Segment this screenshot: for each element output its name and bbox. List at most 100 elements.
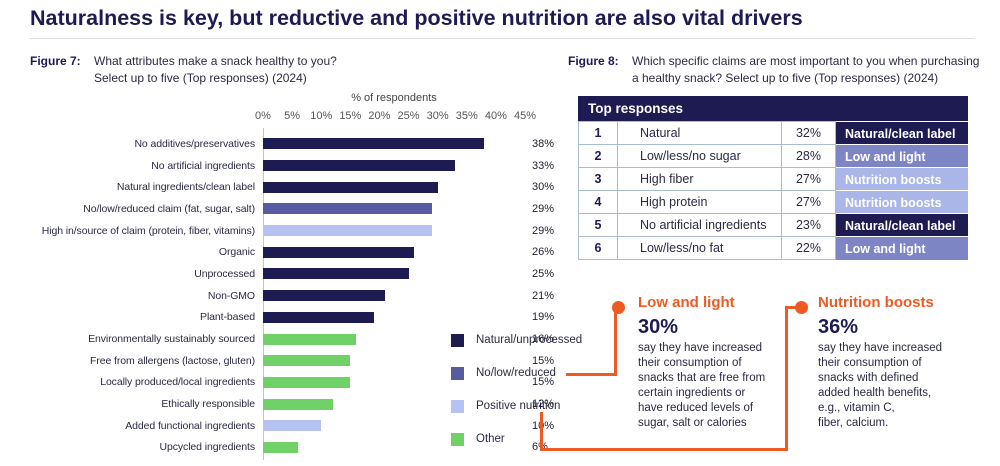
- claims-table: Top responses 1 Natural 32% Natural/clean l…: [578, 96, 968, 260]
- bar-row: No artificial ingredients 33%: [8, 155, 554, 177]
- bar-row: Unprocessed 25%: [8, 263, 554, 285]
- table-row: 5 No artificial ingredients 23% Natural/cle…: [578, 213, 968, 237]
- percent-cell: 27%: [781, 190, 836, 214]
- callout-nutrition-boosts-stat: 36%: [818, 316, 859, 338]
- bar-row: No additives/preservatives 38%: [8, 133, 554, 155]
- bar-category-label: No artificial ingredients: [151, 159, 255, 172]
- legend-swatch-icon: [451, 432, 464, 446]
- bar-row: Environmentally sustainably sourced 16%: [8, 328, 554, 350]
- claim-cell: High fiber: [617, 167, 782, 191]
- bar-category-label: Free from allergens (lactose, gluten): [90, 354, 255, 367]
- bar-value-label: 29%: [532, 224, 555, 237]
- boosts-bullet-icon: [795, 301, 808, 314]
- legend-swatch-icon: [451, 399, 464, 413]
- legend-item-reduced: No/low/reduced: [451, 366, 582, 380]
- x-tick-label: 40%: [484, 110, 507, 122]
- rank-cell: 6: [578, 236, 618, 260]
- x-tick-label: 10%: [310, 110, 333, 122]
- claim-cell: No artificial ingredients: [617, 213, 782, 237]
- callout-low-and-light-title: Low and light: [638, 294, 735, 311]
- callout-nutrition-boosts-title: Nutrition boosts: [818, 294, 934, 311]
- x-tick-label: 15%: [339, 110, 362, 122]
- bar-natural: [263, 246, 415, 258]
- table-row: 2 Low/less/no sugar 28% Low and light: [578, 144, 968, 168]
- legend-item-natural: Natural/unprocessed: [451, 333, 582, 347]
- bar-value-label: 29%: [532, 202, 555, 215]
- claim-cell: Low/less/no fat: [617, 236, 782, 260]
- bar-category-label: Natural ingredients/clean label: [116, 181, 255, 194]
- bar-other: [263, 441, 298, 453]
- connector-boosts-vertical: [785, 306, 788, 451]
- callout-low-and-light: Low and light 30% say they have increase…: [638, 294, 790, 431]
- connector-lowlight-horizontal: [566, 373, 616, 376]
- claim-cell: Natural: [617, 121, 782, 145]
- category-tag: Nutrition boosts: [836, 190, 968, 214]
- bar-row: High in/source of claim (protein, fiber,…: [8, 220, 554, 242]
- bar-category-label: No/low/reduced claim (fat, sugar, salt): [83, 202, 255, 215]
- callout-low-and-light-body: say they have increased their consumptio…: [638, 342, 766, 429]
- bar-value-label: 33%: [532, 159, 555, 172]
- figure8-caption-line1: Which specific claims are most important…: [632, 54, 980, 68]
- bar-chart: No additives/preservatives 38% No artifici…: [8, 133, 554, 458]
- callout-nutrition-boosts-body: say they have increased their consumptio…: [818, 342, 943, 429]
- claim-cell: High protein: [617, 190, 782, 214]
- bar-category-label: Organic: [218, 246, 255, 259]
- bar-category-label: Locally produced/local ingredients: [100, 376, 255, 389]
- bar-row: No/low/reduced claim (fat, sugar, salt) 2…: [8, 198, 554, 220]
- callout-nutrition-boosts: Nutrition boosts 36% say they have incre…: [818, 294, 978, 431]
- figure7-caption-line2: Select up to five (Top responses) (2024): [94, 70, 307, 85]
- rank-cell: 2: [578, 144, 618, 168]
- bar-positive: [263, 225, 432, 237]
- table-row: 4 High protein 27% Nutrition boosts: [578, 190, 968, 214]
- connector-lowlight-vertical: [614, 306, 617, 376]
- x-tick-label: 25%: [397, 110, 420, 122]
- bar-value-label: 15%: [532, 376, 555, 389]
- bar-category-label: High in/source of claim (protein, fiber,…: [41, 224, 255, 237]
- percent-cell: 27%: [781, 167, 836, 191]
- figure8-caption: Figure 8: Which specific claims are most…: [568, 53, 979, 87]
- title-divider: [30, 38, 975, 39]
- page-title: Naturalness is key, but reductive and po…: [30, 6, 803, 30]
- chart-legend: Natural/unprocessed No/low/reduced Positiv…: [451, 333, 582, 465]
- bar-value-label: 10%: [532, 419, 555, 432]
- claim-cell: Low/less/no sugar: [617, 144, 782, 168]
- percent-cell: 23%: [781, 213, 836, 237]
- bar-row: Natural ingredients/clean label 30%: [8, 176, 554, 198]
- x-tick-label: 35%: [455, 110, 478, 122]
- figure7-label: Figure 7:: [30, 54, 81, 68]
- legend-label: No/low/reduced: [476, 367, 556, 379]
- bar-row: Ethically responsible 12%: [8, 393, 554, 415]
- table-body: 1 Natural 32% Natural/clean label 2 Low/less/…: [578, 121, 968, 260]
- bar-natural: [263, 160, 456, 172]
- bar-value-label: 16%: [532, 333, 555, 346]
- category-tag: Nutrition boosts: [836, 167, 968, 191]
- bar-value-label: 19%: [532, 311, 555, 324]
- bar-row: Organic 26%: [8, 241, 554, 263]
- rank-cell: 5: [578, 213, 618, 237]
- rank-cell: 3: [578, 167, 618, 191]
- percent-cell: 22%: [781, 236, 836, 260]
- figure8-caption-line2: a healthy snack? Select up to five (Top …: [632, 70, 939, 85]
- bar-value-label: 15%: [532, 354, 555, 367]
- rank-cell: 1: [578, 121, 618, 145]
- legend-label: Positive nutrition: [476, 400, 561, 412]
- table-row: 6 Low/less/no fat 22% Low and light: [578, 236, 968, 260]
- category-tag: Natural/clean label: [836, 213, 968, 237]
- percent-cell: 32%: [781, 121, 836, 145]
- figure8-label: Figure 8:: [568, 54, 619, 68]
- connector-boosts-drop: [540, 412, 543, 451]
- connector-boosts-top: [785, 306, 799, 309]
- bar-value-label: 26%: [532, 246, 555, 259]
- rank-cell: 4: [578, 190, 618, 214]
- category-tag: Low and light: [836, 144, 968, 168]
- x-tick-label: 0%: [255, 110, 271, 122]
- bar-category-label: Added functional ingredients: [125, 419, 255, 432]
- bar-value-label: 21%: [532, 289, 555, 302]
- bar-row: Plant-based 19%: [8, 307, 554, 329]
- x-tick-label: 20%: [368, 110, 391, 122]
- legend-item-other: Other: [451, 432, 582, 446]
- bar-category-label: Environmentally sustainably sourced: [88, 333, 255, 346]
- axis-title: % of respondents: [351, 92, 437, 104]
- bar-other: [263, 333, 357, 345]
